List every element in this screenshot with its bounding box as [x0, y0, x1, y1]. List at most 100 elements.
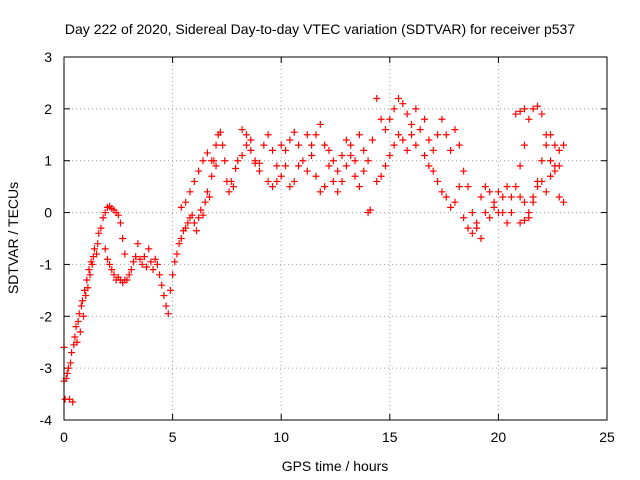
data-point	[149, 266, 157, 274]
data-point	[190, 219, 198, 227]
data-point	[277, 172, 285, 180]
data-point	[416, 126, 424, 134]
data-point	[264, 131, 272, 139]
data-point	[499, 209, 507, 217]
data-point	[106, 260, 114, 268]
data-point	[547, 157, 555, 165]
data-point	[308, 141, 316, 149]
grid	[64, 57, 607, 420]
data-point	[516, 162, 524, 170]
data-point	[71, 333, 79, 341]
data-point	[403, 146, 411, 154]
data-point	[199, 211, 207, 219]
data-point	[486, 214, 494, 222]
data-point	[82, 292, 90, 300]
data-point	[412, 141, 420, 149]
data-point	[175, 240, 183, 248]
data-point	[329, 177, 337, 185]
data-point	[69, 398, 77, 406]
data-point	[560, 198, 568, 206]
data-point	[108, 266, 116, 274]
y-tick-labels: -4 -3 -2 -1 0 1 2 3	[40, 49, 53, 428]
data-point	[103, 255, 111, 263]
x-tick-label: 20	[491, 429, 507, 445]
x-tick-label: 5	[169, 429, 177, 445]
data-point	[85, 266, 93, 274]
data-point	[212, 162, 220, 170]
data-point	[360, 167, 368, 175]
data-point	[473, 219, 481, 227]
data-point	[116, 219, 124, 227]
data-point	[93, 250, 101, 258]
data-point	[394, 94, 402, 102]
data-point	[429, 167, 437, 175]
data-point	[425, 162, 433, 170]
data-point	[312, 131, 320, 139]
data-point	[303, 167, 311, 175]
data-point	[208, 172, 216, 180]
data-point	[329, 157, 337, 165]
y-tick-label: 3	[44, 49, 52, 65]
data-point	[127, 266, 135, 274]
data-point	[188, 211, 196, 219]
data-point	[184, 219, 192, 227]
data-point	[412, 105, 420, 113]
data-point	[143, 263, 151, 271]
data-point	[325, 146, 333, 154]
data-point	[216, 128, 224, 136]
data-point	[321, 141, 329, 149]
x-tick-labels: 0 5 10 15 20 25	[60, 429, 615, 445]
data-point	[197, 206, 205, 214]
data-point	[182, 224, 190, 232]
plot-frame	[63, 56, 608, 421]
data-point	[464, 183, 472, 191]
data-point	[538, 157, 546, 165]
data-point	[464, 224, 472, 232]
data-point	[83, 276, 91, 284]
data-point	[123, 276, 131, 284]
data-point	[182, 198, 190, 206]
data-point	[386, 115, 394, 123]
data-point	[260, 141, 268, 149]
data-point	[195, 167, 203, 175]
data-point	[442, 131, 450, 139]
data-point	[555, 193, 563, 201]
data-point	[160, 292, 168, 300]
data-point	[512, 110, 520, 118]
data-point	[151, 255, 159, 263]
data-point	[434, 177, 442, 185]
data-point	[110, 271, 118, 279]
data-point	[101, 245, 109, 253]
data-point	[121, 250, 129, 258]
data-point	[238, 152, 246, 160]
data-point	[347, 152, 355, 160]
data-point	[77, 302, 85, 310]
data-point	[381, 162, 389, 170]
x-tick-label: 15	[382, 429, 398, 445]
data-point	[242, 141, 250, 149]
data-point	[494, 188, 502, 196]
data-point	[342, 136, 350, 144]
data-point	[538, 110, 546, 118]
data-point	[247, 146, 255, 154]
data-point	[140, 253, 148, 261]
data-point	[377, 172, 385, 180]
data-point	[342, 162, 350, 170]
data-point	[560, 141, 568, 149]
data-point	[242, 131, 250, 139]
data-point	[195, 214, 203, 222]
data-point	[76, 328, 84, 336]
data-point	[425, 136, 433, 144]
data-point	[286, 136, 294, 144]
data-point	[364, 157, 372, 165]
y-tick-label: -2	[40, 308, 53, 324]
data-point	[355, 183, 363, 191]
data-point	[138, 260, 146, 268]
y-tick-label: -1	[40, 256, 53, 272]
data-point	[547, 131, 555, 139]
data-point	[355, 131, 363, 139]
data-point	[538, 177, 546, 185]
data-point	[68, 349, 76, 357]
data-point	[429, 146, 437, 154]
data-point	[208, 157, 216, 165]
